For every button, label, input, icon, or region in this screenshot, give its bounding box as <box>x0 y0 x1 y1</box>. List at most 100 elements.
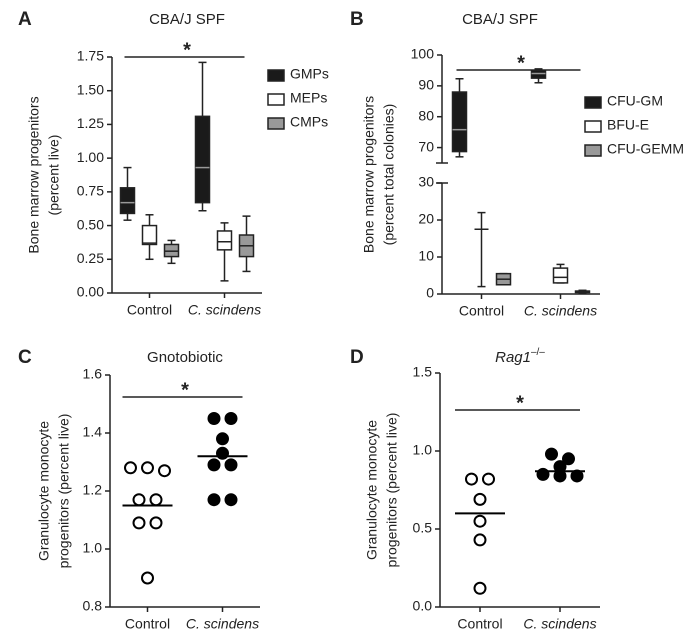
box <box>194 115 211 204</box>
y-tick-label: 90 <box>418 77 434 93</box>
x-tick-label: C. scindens <box>188 302 261 318</box>
y-tick-label: 1.0 <box>83 540 103 556</box>
box <box>530 69 547 79</box>
data-point <box>124 461 137 475</box>
x-tick-label: Control <box>127 302 172 318</box>
x-tick-label: Control <box>125 616 170 632</box>
data-point <box>207 412 221 425</box>
y-tick-label: 0.00 <box>77 284 104 300</box>
x-tick-label: C. scindens <box>524 303 597 319</box>
data-point <box>207 458 221 472</box>
y-axis-label: (percent total colonies) <box>381 104 397 246</box>
y-axis-label: (percent live) <box>46 135 62 216</box>
x-tick-label: C. scindens <box>523 616 596 632</box>
legend-label: CFU-GEMM <box>607 141 684 157</box>
legend-swatch <box>584 120 602 133</box>
data-point <box>562 452 575 466</box>
box <box>451 91 468 153</box>
data-point <box>158 464 171 478</box>
y-tick-label: 10 <box>418 248 434 264</box>
data-point <box>465 472 478 486</box>
title-text: Rag1 <box>495 349 531 366</box>
y-tick-label: 20 <box>418 211 434 227</box>
legend-swatch <box>584 96 602 109</box>
y-tick-label: 0.50 <box>77 216 104 232</box>
y-tick-label: 1.50 <box>77 81 104 97</box>
data-point <box>473 514 487 528</box>
legend-swatch <box>267 93 285 106</box>
data-point <box>216 432 229 446</box>
legend-swatch <box>267 69 285 82</box>
data-point <box>141 571 154 585</box>
data-point <box>132 493 146 507</box>
y-axis-label: Granulocyte monocyte <box>36 421 52 561</box>
legend-label: GMPs <box>290 66 329 82</box>
significance-label: * <box>181 379 189 401</box>
legend-label: BFU-E <box>607 117 649 133</box>
data-point <box>545 447 558 461</box>
y-tick-label: 1.4 <box>83 424 103 440</box>
y-tick-label: 0.5 <box>413 520 433 536</box>
y-tick-label: 1.25 <box>77 115 104 131</box>
x-tick-label: Control <box>459 303 504 319</box>
significance-label: * <box>517 52 525 74</box>
title-text: CBA/J SPF <box>462 11 538 28</box>
significance-label: * <box>516 392 524 414</box>
data-point <box>224 493 238 507</box>
data-point <box>473 533 487 547</box>
significance-label: * <box>183 39 191 61</box>
title-superscript: –/– <box>531 347 545 358</box>
box <box>216 230 233 251</box>
data-point <box>482 472 495 486</box>
legend-swatch <box>584 144 602 157</box>
legend-label: MEPs <box>290 90 327 106</box>
data-point <box>149 493 163 507</box>
y-tick-label: 80 <box>418 107 434 123</box>
box <box>552 267 569 284</box>
x-tick-label: Control <box>457 616 502 632</box>
panel-letter: A <box>18 9 32 30</box>
legend-label: CFU-GM <box>607 93 663 109</box>
y-tick-label: 100 <box>411 46 435 62</box>
data-point <box>224 458 238 472</box>
y-tick-label: 1.2 <box>83 482 103 498</box>
box <box>119 187 136 215</box>
y-tick-label: 1.6 <box>83 366 103 382</box>
y-tick-label: 0 <box>426 285 434 301</box>
y-tick-label: 70 <box>418 138 434 154</box>
data-point <box>207 493 221 507</box>
y-tick-label: 0.0 <box>413 598 433 614</box>
chart-title: CBA/J SPF <box>462 11 538 28</box>
data-point <box>149 516 163 530</box>
chart-title: Rag1–/– <box>495 347 545 366</box>
x-tick-label: C. scindens <box>186 616 259 632</box>
data-point <box>141 461 154 475</box>
y-axis-label: Granulocyte monocyte <box>364 420 380 560</box>
y-axis-label: progenitors (percent live) <box>56 414 72 569</box>
title-text: Gnotobiotic <box>147 349 223 366</box>
data-point <box>224 412 238 425</box>
y-tick-label: 0.25 <box>77 250 104 266</box>
y-axis-label: progenitors (percent live) <box>384 413 400 568</box>
y-tick-label: 0.8 <box>83 598 103 614</box>
y-tick-label: 1.0 <box>413 442 433 458</box>
y-tick-label: 0.75 <box>77 183 104 199</box>
y-tick-label: 1.75 <box>77 48 104 64</box>
box <box>141 224 158 246</box>
legend-swatch <box>267 117 285 130</box>
chart-title: Gnotobiotic <box>147 349 223 366</box>
y-axis-label: Bone marrow progenitors <box>26 96 42 253</box>
y-tick-label: 1.00 <box>77 149 104 165</box>
panel-letter: D <box>350 347 364 368</box>
data-point <box>473 581 487 595</box>
data-point <box>473 492 487 506</box>
y-axis-label: Bone marrow progenitors <box>361 96 377 253</box>
data-point <box>132 516 146 530</box>
legend-label: CMPs <box>290 114 328 130</box>
y-tick-label: 1.5 <box>413 364 433 380</box>
chart-title: CBA/J SPF <box>149 11 225 28</box>
panel-letter: C <box>18 347 32 368</box>
title-text: CBA/J SPF <box>149 11 225 28</box>
panel-letter: B <box>350 9 364 30</box>
